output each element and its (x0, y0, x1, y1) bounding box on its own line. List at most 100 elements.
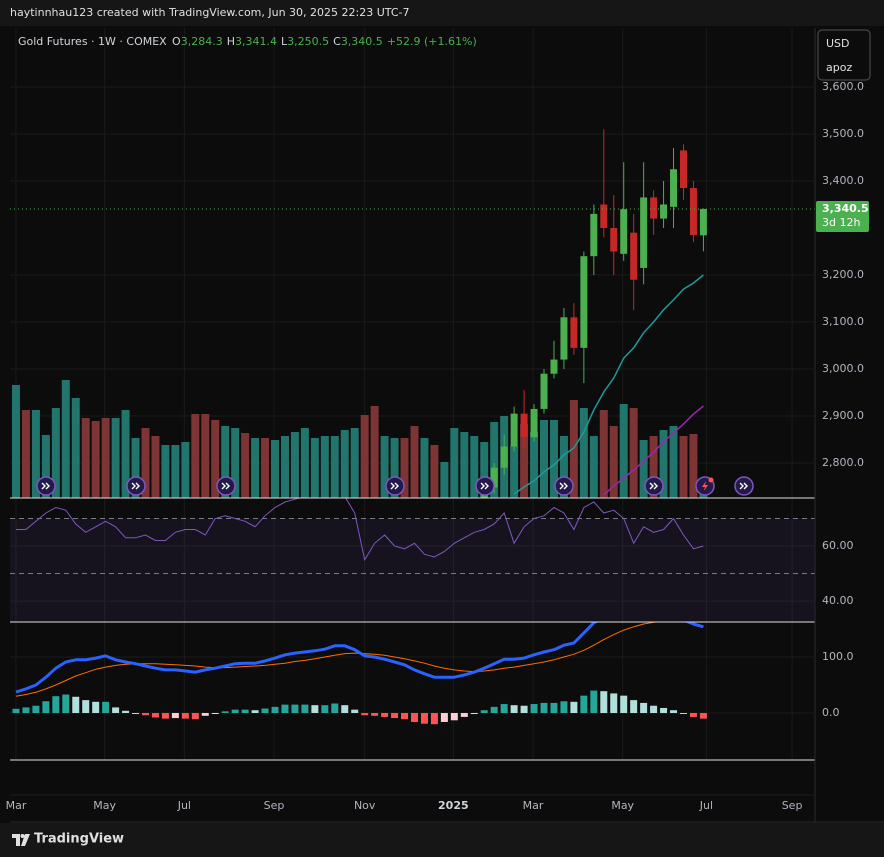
volume-bar (440, 462, 449, 498)
candle-body (600, 204, 608, 228)
histogram-bar (590, 690, 598, 714)
candle-body (650, 197, 658, 219)
field-key: O (172, 35, 181, 48)
volume-bar (400, 438, 409, 498)
volume-bar (689, 434, 698, 498)
event-icon[interactable] (36, 476, 56, 496)
volume-bar (549, 420, 558, 498)
volume-bar (450, 428, 459, 498)
histogram-bar (321, 705, 329, 714)
histogram-bar (72, 696, 80, 714)
last-price: 3,340.5 (822, 202, 869, 215)
histogram-bar (570, 701, 578, 714)
volume-bar (71, 398, 80, 498)
moving-average (513, 274, 704, 495)
volume-bar (340, 430, 349, 498)
last-price-tag: 3,340.53d 12h (816, 200, 869, 232)
y-tick-label: 3,200.0 (822, 268, 864, 281)
field-key: L (281, 35, 288, 48)
y-tick-label: 3,500.0 (822, 127, 864, 140)
credit: haytinnhau123 created with TradingView.c… (10, 6, 410, 19)
volume-bar (569, 400, 578, 498)
event-icon[interactable] (475, 476, 495, 496)
histogram-bar (391, 713, 399, 719)
histogram-bar (122, 710, 130, 714)
histogram-bar (301, 704, 309, 714)
histogram-bar (161, 713, 169, 719)
volume-bar (211, 420, 220, 498)
bottom-bar (0, 823, 884, 857)
candle-body (620, 209, 628, 254)
histogram-bar (351, 709, 359, 714)
histogram-bar (610, 693, 618, 714)
event-icon[interactable] (385, 476, 405, 496)
histogram-bar (500, 704, 508, 714)
histogram-bar (12, 708, 20, 714)
candle-body (510, 413, 518, 447)
histogram-bar (82, 700, 90, 714)
candle-body (699, 208, 707, 236)
histogram-bar (112, 707, 120, 714)
volume-bar (81, 418, 90, 498)
histogram-bar (699, 713, 707, 719)
histogram-bar (141, 713, 149, 716)
x-tick-label: Mar (6, 799, 27, 812)
histogram-bar (181, 713, 189, 719)
histogram-bar (520, 705, 528, 714)
volume-bar (520, 424, 529, 498)
histogram-bar (371, 713, 379, 716)
histogram-bar (311, 705, 319, 714)
volume-bar (589, 436, 598, 498)
volume-bar (41, 435, 50, 498)
field-key: H (227, 35, 235, 48)
histogram-bar (640, 702, 648, 714)
moving-average (603, 405, 704, 496)
volume-bar (151, 436, 160, 498)
candle-body (550, 359, 558, 374)
price-pane (10, 129, 815, 498)
event-icon[interactable] (126, 476, 146, 496)
histogram-bar (630, 700, 638, 714)
event-icon[interactable] (554, 476, 574, 496)
volume-bar (530, 432, 539, 498)
candle-body (640, 197, 648, 268)
event-icon[interactable] (734, 476, 754, 496)
event-icon[interactable] (216, 476, 236, 496)
histogram-bar (361, 713, 369, 716)
histogram-bar (221, 711, 229, 714)
event-icon[interactable] (644, 476, 664, 496)
field-value: 3,250.5 (287, 35, 329, 48)
y-tick-label: 2,800.0 (822, 456, 864, 469)
volume-bar (380, 436, 389, 498)
volume-bar (11, 385, 20, 498)
histogram-bar (341, 705, 349, 714)
candle-body (540, 373, 548, 409)
event-icons (36, 476, 754, 496)
volume-bar (241, 433, 250, 498)
y-tick-label: 3,400.0 (822, 174, 864, 187)
event-icon[interactable] (695, 476, 715, 496)
histogram-bar (92, 701, 100, 714)
volume-bar (171, 445, 180, 498)
volume-bar (310, 438, 319, 498)
volume-bar (559, 436, 568, 498)
histogram-bar (450, 713, 458, 721)
histogram-bar (171, 713, 179, 719)
histogram-bar (381, 713, 389, 717)
histogram-bar (670, 710, 678, 714)
candle-body (520, 413, 528, 438)
histogram-bar (460, 713, 468, 717)
currency-box[interactable] (817, 29, 871, 81)
volume-bar (280, 436, 289, 498)
volume-bar (181, 442, 190, 498)
candle-body (530, 408, 538, 438)
candle-body (630, 232, 638, 280)
volume-bar (131, 438, 140, 498)
countdown: 3d 12h (822, 216, 860, 229)
histogram-bar (22, 707, 30, 714)
volume-bar (221, 426, 230, 498)
histogram-bar (291, 704, 299, 714)
candle-body (500, 446, 508, 468)
